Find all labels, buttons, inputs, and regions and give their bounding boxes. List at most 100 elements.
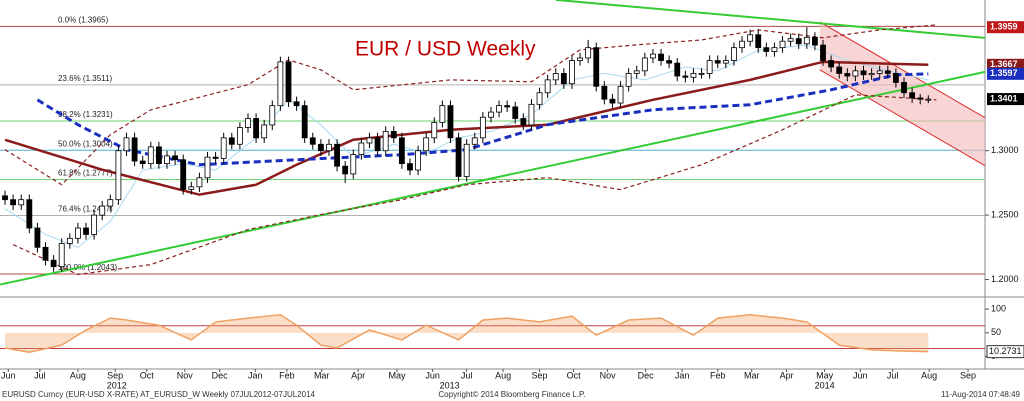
channel-line <box>819 21 985 119</box>
candle-body <box>245 118 251 128</box>
price-tag <box>987 67 1024 80</box>
candle-body <box>277 61 284 107</box>
x-tick-label: Mar <box>744 370 760 380</box>
fib-label: 50.0% (1.3004) <box>58 139 113 148</box>
candle-body <box>844 73 851 77</box>
y-tick-label: 1.2500 <box>991 210 1019 220</box>
x-tick-label: Aug <box>70 370 86 380</box>
candle-body <box>285 61 292 103</box>
candle-body <box>309 137 316 145</box>
overlay-line <box>12 94 937 276</box>
candle-body <box>390 130 397 139</box>
candle-body <box>698 73 705 75</box>
candle-body <box>682 75 689 78</box>
price-tag-label: 1.3401 <box>990 93 1018 103</box>
fib-label: 38.2% (1.3231) <box>58 110 113 119</box>
candle-body <box>220 137 227 159</box>
candle-body <box>569 60 575 85</box>
candle-body <box>317 143 324 152</box>
candle-body <box>601 85 608 100</box>
candle-body <box>536 92 543 105</box>
candle-body <box>196 177 203 188</box>
candle-body <box>18 199 25 206</box>
candle-body <box>868 73 875 76</box>
oscillator-tag <box>986 345 1024 359</box>
price-tag <box>987 93 1024 106</box>
y-tick-label: 1.2000 <box>991 274 1019 284</box>
candle-body <box>739 40 745 49</box>
candle-body <box>26 199 33 229</box>
x-tick-label: May <box>389 370 407 380</box>
candle-body <box>334 143 340 167</box>
candle-body <box>617 85 624 104</box>
candle-body <box>382 130 389 152</box>
candle-body <box>342 165 349 175</box>
x-tick-label: Sep <box>960 370 976 380</box>
x-tick-label: Oct <box>567 370 582 380</box>
candle-body <box>58 243 65 268</box>
x-tick-label: Jul <box>887 370 899 380</box>
candle-body <box>99 205 106 216</box>
footer-right: 11-Aug-2014 07:48:49 <box>941 390 1021 399</box>
candle-body <box>10 199 17 206</box>
candle-body <box>828 60 835 68</box>
x-tick-label: Jun <box>853 370 868 380</box>
candle-body <box>820 44 826 61</box>
candle-body <box>293 101 300 107</box>
x-tick-label: Jan <box>248 370 263 380</box>
oscillator-panel <box>0 314 985 354</box>
candle-body <box>625 73 632 87</box>
overlay-line <box>4 24 937 186</box>
candle-body <box>795 38 802 45</box>
fib-label: 76.4% (1.2497) <box>58 205 113 214</box>
candle-body <box>423 137 430 152</box>
candle-body <box>650 53 656 59</box>
x-tick-label: Jul <box>461 370 473 380</box>
price-tag-label: 1.3597 <box>990 68 1018 78</box>
candle-body <box>496 105 502 113</box>
fib-label: 23.6% (1.3511) <box>58 74 112 83</box>
candle-body <box>714 60 721 64</box>
candle-body <box>66 237 73 244</box>
candle-body <box>236 127 243 145</box>
candle-body <box>852 70 859 77</box>
candle-body <box>860 70 867 76</box>
price-tag <box>987 21 1024 34</box>
candle-body <box>706 60 713 74</box>
candle-body <box>34 227 41 248</box>
candle-body <box>2 195 8 201</box>
candle-body <box>763 47 770 52</box>
x-tick-label: Aug <box>495 370 511 380</box>
candle-body <box>463 143 470 177</box>
candle-body <box>633 70 640 74</box>
trendline <box>0 70 985 286</box>
candle-body <box>812 36 818 46</box>
candle-body <box>747 34 754 42</box>
x-tick-label: Feb <box>710 370 726 380</box>
candle-body <box>674 62 681 77</box>
candle-body <box>577 57 583 61</box>
year-label: 2014 <box>815 380 835 390</box>
candle-body <box>731 47 737 61</box>
candle-body <box>512 106 519 119</box>
candle-body <box>909 92 916 99</box>
footer-left: EURUSD Curncy (EUR-USD X-RATE) AT_EURUSD… <box>2 390 316 399</box>
price-panel: 0.0% (1.3965) 23.6% (1.3511) 38.2% (1.3231… <box>0 0 985 286</box>
candle-body <box>803 36 810 45</box>
candle-body <box>164 155 170 165</box>
fib-label: 61.8% (1.2777) <box>58 169 113 178</box>
candle-body <box>91 214 98 235</box>
x-tick-label: Jul <box>34 370 46 380</box>
axes: 1.2000 1.2500 1.3000 Jun Jul Aug Sep Oct Nov Dec J… <box>1 21 1024 390</box>
candle-body <box>447 105 454 139</box>
candle-body <box>212 156 219 159</box>
candle-body <box>779 40 786 49</box>
price-tag-label: 1.3959 <box>990 22 1018 32</box>
x-tick-label: Jan <box>675 370 690 380</box>
candle-body <box>431 121 438 139</box>
x-tick-label: Mar <box>314 370 330 380</box>
candle-body <box>471 137 478 145</box>
candle-body <box>301 105 308 139</box>
fib-label: 100.0% (1.2043) <box>58 263 117 272</box>
candle-body <box>917 97 924 100</box>
